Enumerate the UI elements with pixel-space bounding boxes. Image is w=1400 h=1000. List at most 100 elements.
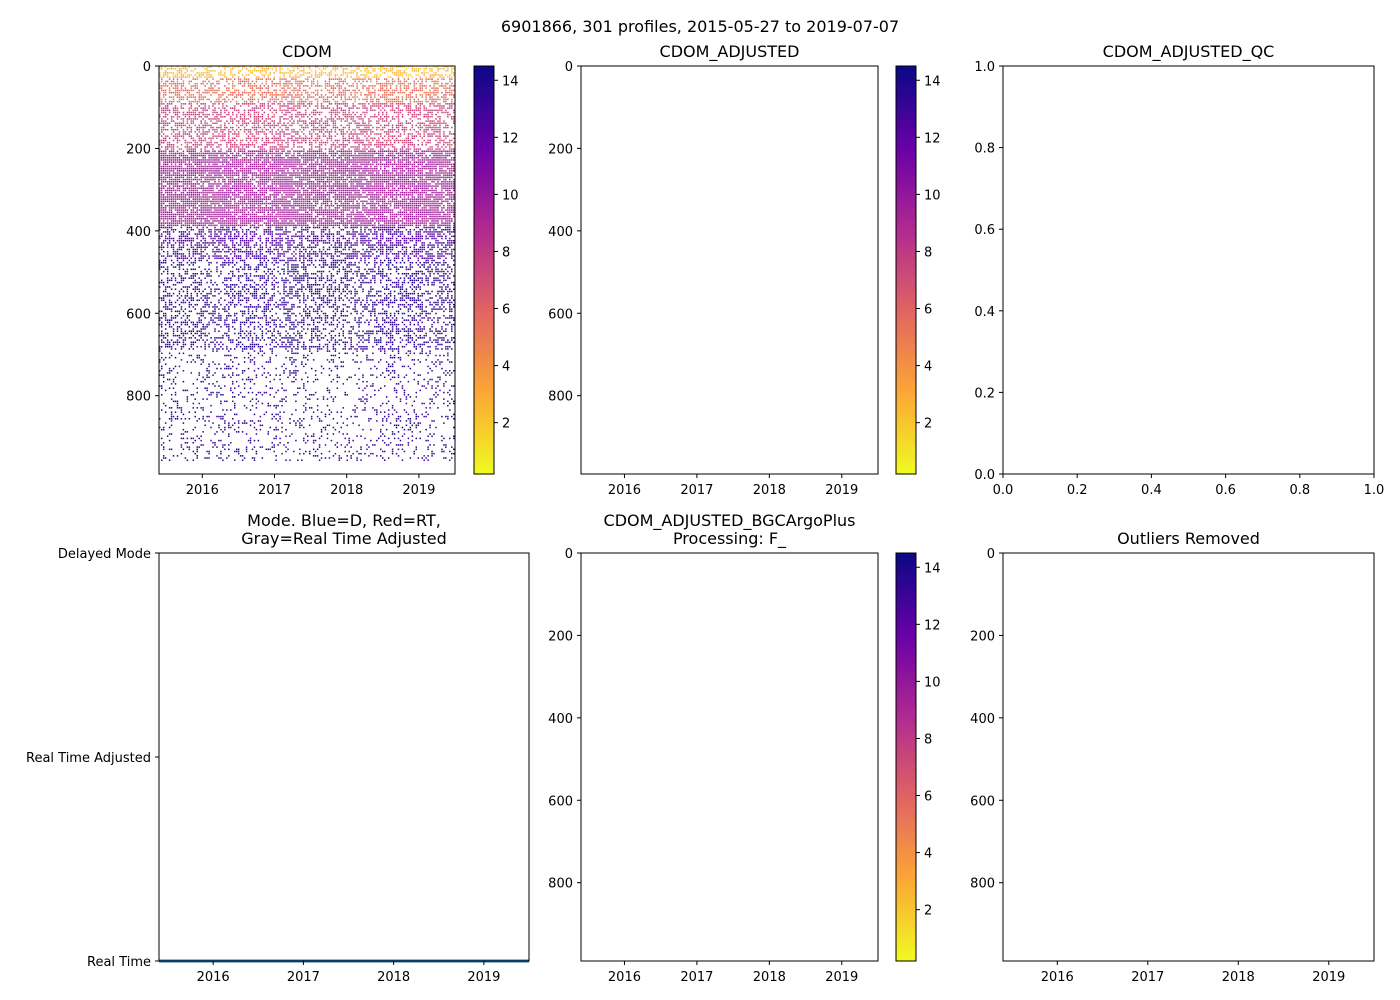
heatmap-cell <box>279 103 281 105</box>
heatmap-cell <box>449 105 451 107</box>
heatmap-cell <box>376 152 378 155</box>
heatmap-cell <box>216 82 218 85</box>
heatmap-cell <box>437 122 439 124</box>
heatmap-cell <box>437 148 439 150</box>
heatmap-cell <box>164 174 167 176</box>
heatmap-cell <box>301 66 303 68</box>
heatmap-cell <box>376 139 378 142</box>
heatmap-cell <box>431 91 433 94</box>
heatmap-cell <box>405 96 408 98</box>
heatmap-cell <box>261 74 264 76</box>
heatmap-cell <box>407 74 410 76</box>
heatmap-cell <box>356 66 358 68</box>
heatmap-cell <box>198 161 200 163</box>
heatmap-cell <box>228 128 230 131</box>
heatmap-cell <box>287 68 289 70</box>
heatmap-cell <box>200 176 202 179</box>
heatmap-cell <box>220 94 222 96</box>
heatmap-cell <box>230 159 232 161</box>
heatmap-cell <box>316 82 319 85</box>
heatmap-cell <box>273 176 275 179</box>
heatmap-cell <box>356 165 358 168</box>
heatmap-cell <box>176 87 179 89</box>
heatmap-cell <box>342 118 344 120</box>
heatmap-cell <box>188 118 191 120</box>
heatmap-cell <box>378 126 380 129</box>
heatmap-cell <box>318 68 321 70</box>
heatmap-cell <box>360 82 362 85</box>
heatmap-cell <box>435 74 437 76</box>
heatmap-cell <box>346 131 348 133</box>
heatmap-cell <box>391 118 394 120</box>
heatmap-cell <box>224 98 226 101</box>
heatmap-cell <box>441 167 443 170</box>
heatmap-cell <box>348 170 350 172</box>
heatmap-cell <box>310 154 313 157</box>
heatmap-cell <box>299 176 301 179</box>
heatmap-cell <box>180 122 183 124</box>
heatmap-cell <box>354 120 356 122</box>
heatmap-cell <box>170 66 173 68</box>
heatmap-cell <box>453 167 455 170</box>
heatmap-cell <box>295 116 297 118</box>
heatmap-cell <box>425 163 427 166</box>
heatmap-cell <box>334 170 337 172</box>
heatmap-cell <box>376 170 378 172</box>
heatmap-cell <box>340 109 343 112</box>
heatmap-cell <box>235 174 238 176</box>
heatmap-cell <box>441 82 443 85</box>
heatmap-cell <box>243 76 246 78</box>
heatmap-cell <box>336 113 339 116</box>
heatmap-cell <box>372 161 374 163</box>
heatmap-cell <box>170 72 173 74</box>
heatmap-cell <box>200 107 202 109</box>
heatmap-cell <box>449 113 451 116</box>
heatmap-cell <box>387 131 390 133</box>
heatmap-cell <box>328 135 331 137</box>
heatmap-cell <box>423 109 425 112</box>
heatmap-cell <box>364 122 366 124</box>
heatmap-cell <box>269 174 271 176</box>
heatmap-cell <box>251 107 254 109</box>
heatmap-cell <box>297 139 299 142</box>
heatmap-cell <box>194 170 196 172</box>
heatmap-cell <box>326 163 329 166</box>
heatmap-cell <box>352 163 354 166</box>
heatmap-cell <box>374 94 376 96</box>
heatmap-cell <box>336 176 339 179</box>
heatmap-cell <box>451 94 453 96</box>
heatmap-cell <box>182 82 185 85</box>
heatmap-cell <box>403 70 406 72</box>
heatmap-cell <box>257 126 260 129</box>
heatmap-cell <box>378 103 380 105</box>
heatmap-cell <box>202 139 204 142</box>
heatmap-cell <box>190 163 193 166</box>
heatmap-cell <box>316 176 319 179</box>
heatmap-cell <box>314 167 317 170</box>
heatmap-cell <box>230 68 232 70</box>
heatmap-cell <box>285 126 287 129</box>
heatmap-cell <box>271 131 273 133</box>
heatmap-cell <box>380 118 382 120</box>
heatmap-cell <box>180 85 183 87</box>
heatmap-cell <box>241 180 244 183</box>
heatmap-cell <box>324 176 327 179</box>
heatmap-cell <box>380 70 382 72</box>
heatmap-cell <box>364 163 366 166</box>
heatmap-cell <box>243 89 246 92</box>
heatmap-cell <box>310 85 313 87</box>
heatmap-cell <box>332 120 335 122</box>
heatmap-cell <box>160 139 163 142</box>
heatmap-cell <box>427 100 429 103</box>
heatmap-cell <box>326 131 329 133</box>
heatmap-cell <box>366 87 368 89</box>
heatmap-cell <box>364 124 366 127</box>
heatmap-cell <box>310 91 313 94</box>
heatmap-cell <box>332 78 335 80</box>
heatmap-cell <box>381 111 384 114</box>
heatmap-cell <box>307 94 309 96</box>
heatmap-cell <box>198 137 200 140</box>
heatmap-cell <box>443 107 445 109</box>
heatmap-cell <box>383 139 386 142</box>
heatmap-cell <box>429 174 431 176</box>
